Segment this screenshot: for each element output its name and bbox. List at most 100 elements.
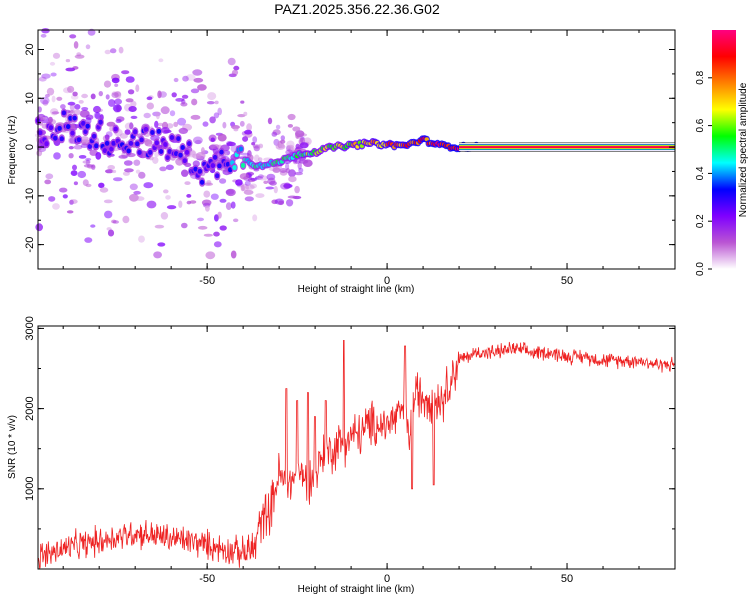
noise-blob bbox=[130, 100, 137, 108]
noise-blob bbox=[275, 124, 281, 130]
x-tick-label: 50 bbox=[561, 573, 573, 585]
trend-blob-core bbox=[85, 123, 90, 129]
snr-y-ticks: 1000 2000 3000 bbox=[24, 316, 675, 530]
noise-blob bbox=[135, 196, 145, 201]
noise-blob bbox=[82, 160, 91, 164]
y-tick-label: 20 bbox=[24, 43, 36, 55]
trend-blob-core bbox=[91, 133, 97, 139]
noise-blob bbox=[104, 134, 110, 140]
trend-blob-core bbox=[137, 150, 142, 155]
trend-blob-core bbox=[76, 137, 82, 143]
noise-blob bbox=[133, 190, 141, 195]
noise-blob bbox=[213, 231, 220, 237]
snr-series-line bbox=[38, 340, 675, 569]
noise-blob bbox=[213, 241, 222, 248]
noise-blob bbox=[45, 94, 50, 98]
noise-blob bbox=[41, 73, 51, 79]
noise-blob bbox=[180, 102, 188, 107]
trend-blob-core bbox=[70, 130, 75, 136]
noise-blob bbox=[203, 190, 211, 198]
noise-blob bbox=[157, 242, 166, 247]
noise-blob bbox=[190, 114, 201, 120]
x-tick-label: 0 bbox=[384, 275, 390, 287]
noise-blob bbox=[186, 200, 192, 205]
noise-blob bbox=[239, 120, 245, 127]
noise-blob bbox=[169, 110, 176, 117]
trend-blob-core bbox=[113, 126, 118, 132]
noise-blob bbox=[138, 235, 145, 243]
noise-blob bbox=[219, 198, 227, 203]
noise-blob bbox=[155, 111, 160, 120]
noise-blob bbox=[285, 168, 291, 174]
noise-blob bbox=[38, 76, 47, 82]
noise-blob bbox=[35, 223, 43, 232]
snr-frame bbox=[37, 325, 676, 570]
noise-blob bbox=[84, 237, 93, 243]
noise-blob bbox=[205, 205, 210, 212]
y-tick-label: -10 bbox=[24, 188, 36, 204]
carrier-band-layer bbox=[459, 146, 675, 149]
noise-blob bbox=[46, 87, 55, 96]
noise-blob bbox=[225, 188, 236, 197]
noise-blob bbox=[278, 200, 284, 206]
noise-blob bbox=[286, 144, 295, 152]
noise-blob bbox=[105, 169, 114, 174]
noise-blob bbox=[244, 129, 253, 135]
snr-x-ticks: -50 0 50 bbox=[62, 326, 676, 585]
noise-blob bbox=[72, 91, 78, 97]
noise-blob bbox=[233, 65, 240, 71]
noise-blob bbox=[252, 136, 258, 144]
noise-blob bbox=[197, 225, 208, 230]
noise-blob bbox=[258, 143, 264, 149]
noise-blob bbox=[114, 91, 122, 99]
noise-blob bbox=[98, 182, 105, 188]
noise-blob bbox=[185, 74, 196, 81]
trend-blob-core bbox=[111, 140, 116, 146]
noise-blob bbox=[78, 100, 84, 104]
colorbar: 0.0 0.2 0.4 0.6 0.8 Normalized spectral ampl… bbox=[695, 30, 749, 276]
noise-blob bbox=[45, 173, 54, 180]
noise-blob bbox=[213, 112, 220, 119]
noise-blob bbox=[74, 54, 85, 59]
noise-blob bbox=[175, 157, 184, 166]
noise-blob bbox=[112, 104, 122, 112]
noise-blob bbox=[69, 199, 74, 205]
noise-blob bbox=[163, 189, 169, 194]
noise-blob bbox=[165, 164, 174, 171]
noise-blob bbox=[265, 186, 275, 190]
noise-blob bbox=[81, 93, 88, 99]
noise-blob bbox=[209, 116, 216, 124]
noise-blob bbox=[108, 99, 116, 107]
trend-blob-core bbox=[59, 136, 64, 142]
colorbar-gradient bbox=[712, 30, 736, 269]
noise-blob bbox=[49, 61, 56, 66]
noise-blob bbox=[146, 200, 157, 209]
noise-blob bbox=[138, 171, 146, 179]
noise-blob bbox=[235, 179, 243, 186]
noise-blob bbox=[105, 94, 110, 100]
trend-blob-core bbox=[128, 140, 134, 146]
noise-blob bbox=[240, 184, 245, 192]
colorbar-tick-label: 0.6 bbox=[695, 118, 706, 132]
noise-blob bbox=[227, 57, 236, 66]
noise-blob bbox=[99, 187, 109, 193]
noise-blob bbox=[122, 171, 130, 176]
trend-blob-core bbox=[156, 128, 162, 134]
trend-blob-core bbox=[165, 155, 170, 161]
trend-blob-core bbox=[148, 149, 153, 155]
noise-blob bbox=[96, 108, 103, 113]
noise-blob bbox=[104, 49, 111, 55]
trend-blob-core bbox=[193, 166, 198, 172]
noise-blob bbox=[298, 167, 304, 173]
noise-blob bbox=[280, 182, 290, 190]
noise-blob bbox=[273, 185, 278, 194]
noise-blob bbox=[219, 178, 227, 184]
noise-blob bbox=[197, 217, 204, 222]
noise-blob bbox=[36, 149, 43, 157]
noise-blob bbox=[50, 72, 57, 77]
noise-blob bbox=[158, 122, 163, 127]
noise-blob bbox=[82, 142, 87, 146]
noise-blob bbox=[280, 139, 286, 144]
noise-blob bbox=[194, 139, 202, 145]
